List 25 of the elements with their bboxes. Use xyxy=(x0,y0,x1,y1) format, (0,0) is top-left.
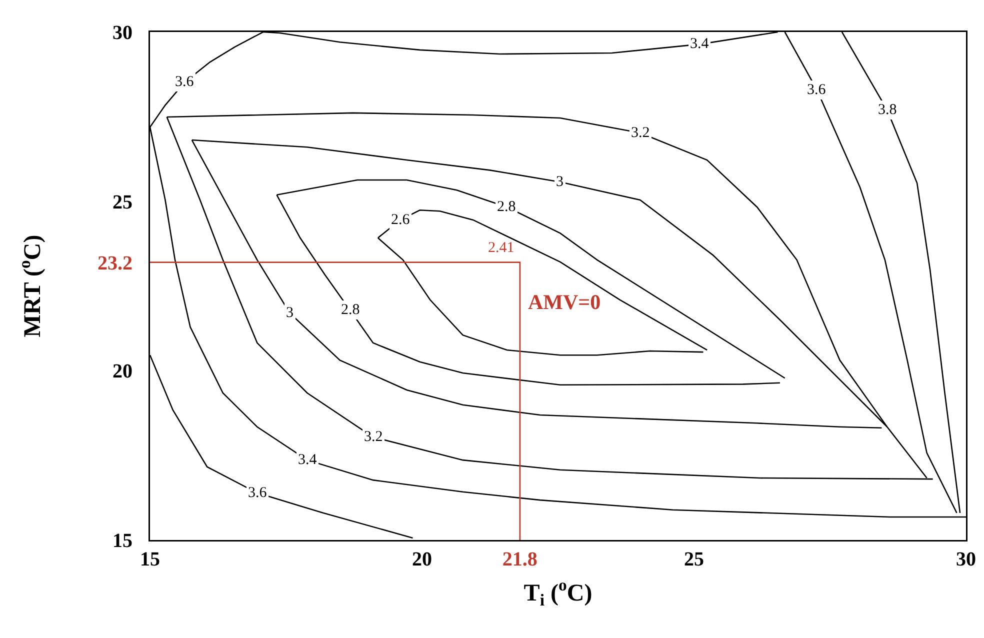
annotation: 3.6 xyxy=(248,485,268,501)
annotation: 3.8 xyxy=(878,102,897,118)
x-tick-label: 25 xyxy=(684,548,704,570)
y-tick-label: 20 xyxy=(112,360,132,383)
annotation: 2.8 xyxy=(341,302,360,318)
x-axis-title: T$_{i}$ ($^{o}$C) xyxy=(524,575,592,610)
annotation: AMV=0 xyxy=(528,290,601,314)
annotation: 2.8 xyxy=(497,199,516,215)
x-tick-label: 20 xyxy=(412,548,432,570)
y-tick-label: 30 xyxy=(112,22,132,44)
annotation: 3.4 xyxy=(690,36,710,52)
x-tick-label: 30 xyxy=(956,548,976,570)
annotation: 2.41 xyxy=(488,240,514,256)
annotation: 3.6 xyxy=(175,74,194,90)
annotation: 3.4 xyxy=(298,452,318,468)
annotation: 3 xyxy=(556,174,564,190)
annotation: 3.2 xyxy=(364,429,383,445)
y-tick-label: 25 xyxy=(112,191,132,214)
x-tick-label: 21.8 xyxy=(502,548,538,570)
y-tick-label: 23.2 xyxy=(98,252,132,274)
annotation: 2.6 xyxy=(391,212,410,228)
y-tick-label: 15 xyxy=(112,530,132,552)
annotation: 3.2 xyxy=(631,125,650,141)
x-tick-label: 15 xyxy=(140,548,160,570)
annotation: 3.6 xyxy=(807,82,826,98)
